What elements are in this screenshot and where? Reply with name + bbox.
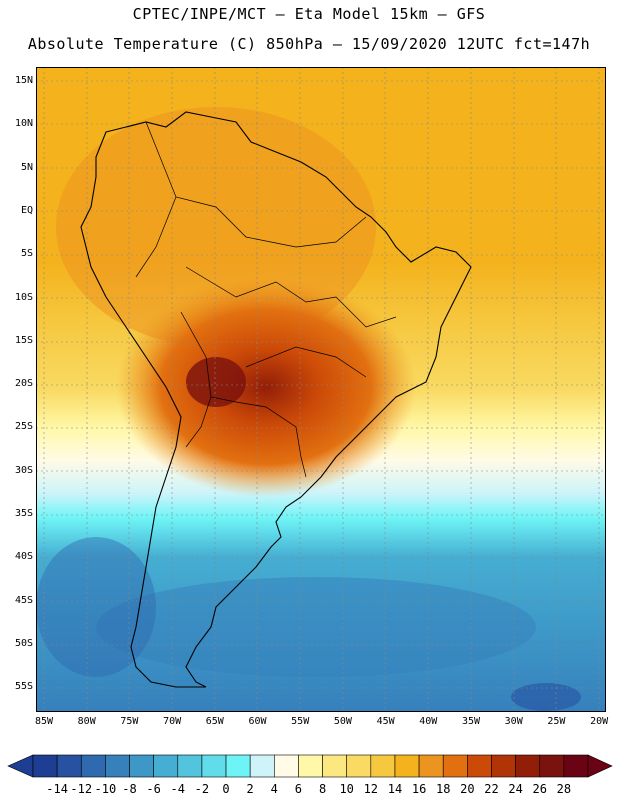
colorbar-label: 26 — [532, 782, 547, 796]
colorbar-label: 18 — [435, 782, 451, 796]
lat-label: 5S — [20, 248, 33, 260]
colorbar-label: -10 — [94, 782, 117, 796]
lon-label: 30W — [504, 716, 523, 727]
colorbar-label: 14 — [387, 782, 403, 796]
colorbar-cell — [491, 754, 516, 778]
lon-label: 70W — [163, 716, 182, 727]
lon-label: 75W — [120, 716, 139, 727]
colorbar-cell — [80, 754, 106, 778]
lat-label: 10N — [14, 118, 33, 130]
colorbar-cell — [274, 754, 299, 778]
lat-label: 10S — [14, 291, 33, 303]
colorbar-label: 16 — [411, 782, 427, 796]
colorbar-cell — [515, 754, 541, 778]
chart-title-line2: Absolute Temperature (C) 850hPa – 15/09/… — [27, 35, 591, 53]
lon-label: 55W — [291, 716, 310, 727]
colorbar-label: 12 — [363, 782, 379, 796]
hot-max — [186, 357, 246, 407]
colorbar-label: 4 — [270, 782, 278, 796]
colorbar-cell — [105, 754, 130, 778]
lat-label: 5N — [20, 161, 33, 173]
colorbar-cell — [563, 754, 589, 778]
colorbar-cell — [442, 754, 468, 778]
lon-label: 65W — [205, 716, 224, 727]
chart-title-line1: CPTEC/INPE/MCT – Eta Model 15km – GFS — [132, 5, 486, 23]
colorbar-label: 20 — [460, 782, 475, 796]
lat-label: 55S — [14, 681, 33, 693]
colorbar-max-arrow — [587, 754, 613, 778]
lat-label: 50S — [14, 637, 33, 649]
lon-label: 35W — [461, 716, 481, 727]
south-america-coastline — [80, 111, 472, 688]
colorbar-label: -14 — [46, 782, 68, 796]
lat-label: 30S — [14, 464, 33, 476]
lon-label: 80W — [77, 716, 96, 727]
lat-label: EQ — [20, 204, 33, 216]
colorbar-label: 10 — [339, 782, 354, 796]
lat-label: 15N — [14, 75, 33, 86]
colorbar-label: 22 — [484, 782, 499, 796]
colorbar-label: -2 — [194, 782, 210, 796]
graticule — [36, 67, 606, 712]
colorbar-cell — [153, 754, 179, 778]
colorbar-cell — [201, 754, 227, 778]
lat-label: 20S — [14, 378, 33, 390]
colorbar-label: -4 — [170, 782, 185, 796]
lon-label: 60W — [248, 716, 267, 727]
lon-label: 50W — [333, 716, 352, 727]
colorbar-cell — [177, 754, 203, 778]
colorbar-cell — [346, 754, 372, 778]
colorbar-label: -6 — [146, 782, 161, 796]
colorbar-label: 24 — [508, 782, 523, 796]
lon-label: 25W — [547, 716, 566, 727]
colorbar-cell — [298, 754, 323, 778]
colorbar-label: 6 — [294, 782, 303, 796]
lat-label: 35S — [14, 508, 33, 519]
colorbar-cell — [129, 754, 154, 778]
lon-label: 40W — [419, 716, 438, 727]
temperature-map — [36, 67, 606, 712]
colorbar-label: -12 — [70, 782, 93, 796]
colorbar-label: 0 — [222, 782, 230, 796]
cold-region-sw — [36, 537, 156, 677]
hot-core — [116, 277, 416, 497]
colorbar-cell — [394, 754, 420, 778]
colorbar-cell — [322, 754, 347, 778]
cold-region-south — [96, 577, 536, 677]
colorbar-cell — [225, 754, 251, 778]
lon-label: 20W — [590, 716, 609, 727]
colorbar-label: 28 — [556, 782, 572, 796]
colorbar-cell — [56, 754, 82, 778]
colorbar-cell — [32, 754, 58, 778]
lat-label: 45S — [14, 594, 33, 606]
colorbar-cell — [249, 754, 275, 778]
colorbar-label: 8 — [318, 782, 327, 796]
colorbar-label: -8 — [122, 782, 137, 796]
lon-label: 45W — [376, 716, 395, 727]
cold-pocket — [511, 683, 581, 711]
lat-label: 40S — [14, 551, 33, 563]
colorbar-label: 2 — [246, 782, 254, 796]
map-border — [36, 67, 606, 712]
colorbar-cell — [370, 754, 396, 778]
colorbar — [7, 754, 613, 778]
colorbar-cell — [467, 754, 492, 778]
lat-label: 25S — [14, 421, 33, 433]
colorbar-cell — [539, 754, 565, 778]
lat-label: 15S — [14, 334, 33, 346]
lon-label: 85W — [34, 716, 54, 727]
colorbar-min-arrow — [7, 754, 34, 778]
colorbar-cell — [418, 754, 444, 778]
country-borders — [135, 121, 397, 478]
